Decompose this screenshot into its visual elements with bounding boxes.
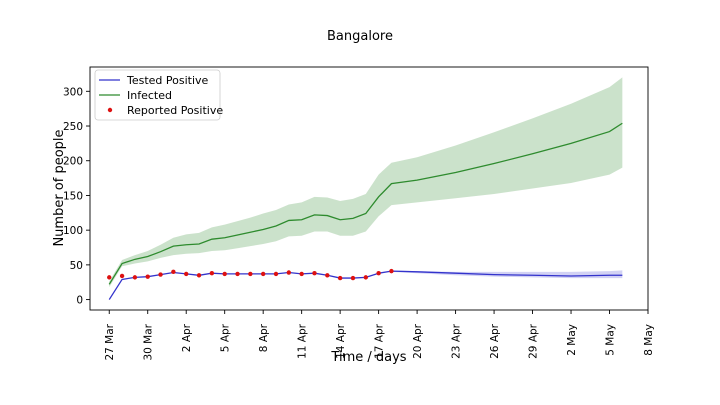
y-tick-label: 0: [76, 295, 83, 307]
x-tick-label: 23 Apr: [451, 323, 463, 359]
y-tick-label: 150: [63, 190, 83, 202]
y-tick-label: 300: [63, 86, 83, 98]
legend-box: [94, 69, 221, 121]
reported-positive-point: [235, 271, 240, 277]
x-tick-label: 27 Mar: [104, 323, 116, 360]
chart-title: Bangalore: [327, 29, 393, 44]
reported-positive-point: [325, 273, 330, 278]
x-tick-label: 5 Apr: [220, 323, 232, 352]
plot-frame: [89, 66, 649, 311]
y-axis: 0 50 100 150 200 250 300: [63, 86, 90, 307]
reported-positive-point: [107, 275, 112, 280]
reported-positive-point: [299, 271, 304, 277]
reported-positive-point: [363, 275, 368, 280]
reported-positive-point: [260, 271, 266, 277]
x-tick-label: 5 May: [605, 324, 617, 356]
reported-positive-point: [119, 273, 125, 279]
reported-positive-point: [209, 271, 215, 276]
legend-label: Tested Positive: [126, 74, 209, 87]
x-tick-label: 17 Apr: [374, 323, 386, 359]
reported-positive-points: [107, 268, 394, 281]
y-tick-label: 250: [63, 121, 83, 133]
x-tick-label: 8 May: [643, 324, 655, 356]
x-tick-label: 2 May: [566, 324, 578, 356]
reported-positive-point: [158, 272, 163, 277]
x-tick-label: 20 Apr: [412, 323, 424, 359]
x-tick-label: 11 Apr: [297, 323, 309, 359]
x-tick-label: 2 Apr: [181, 323, 193, 352]
reported-positive-point: [273, 271, 279, 277]
reported-positive-point: [222, 271, 227, 277]
legend-label: Reported Positive: [127, 104, 223, 117]
x-tick-label: 14 Apr: [335, 323, 347, 359]
y-tick-label: 100: [63, 225, 83, 237]
x-tick-label: 30 Mar: [143, 323, 155, 360]
legend-label: Infected: [127, 89, 172, 102]
x-tick-label: 26 Apr: [489, 323, 501, 359]
reported-positive-point: [132, 275, 138, 280]
infected-line: [108, 122, 623, 285]
legend: Tested Positive Infected Reported Positive: [94, 69, 223, 121]
x-tick-label: 8 Apr: [258, 323, 270, 352]
y-tick-label: 50: [70, 260, 83, 272]
y-axis-title: Number of people: [52, 129, 67, 246]
y-tick-label: 200: [63, 156, 83, 168]
x-axis: 27 Mar 30 Mar 2 Apr 5 Apr 8 Apr 11 Apr 14 Apr 1…: [104, 310, 655, 361]
reported-positive-point: [184, 271, 189, 277]
reported-positive-point: [286, 270, 292, 275]
legend-marker: [107, 107, 113, 113]
x-tick-label: 29 Apr: [528, 323, 540, 359]
reported-positive-point: [389, 268, 394, 274]
reported-positive-point: [337, 275, 343, 281]
reported-positive-point: [196, 273, 202, 278]
reported-positive-point: [376, 271, 381, 276]
tested-positive-line: [108, 270, 623, 300]
reported-positive-point: [312, 271, 317, 276]
series-lines: [108, 122, 623, 300]
reported-positive-point: [145, 274, 150, 279]
reported-positive-point: [350, 275, 356, 281]
reported-positive-point: [171, 269, 176, 275]
reported-positive-point: [248, 271, 253, 277]
x-axis-title: Time / days: [330, 350, 406, 365]
